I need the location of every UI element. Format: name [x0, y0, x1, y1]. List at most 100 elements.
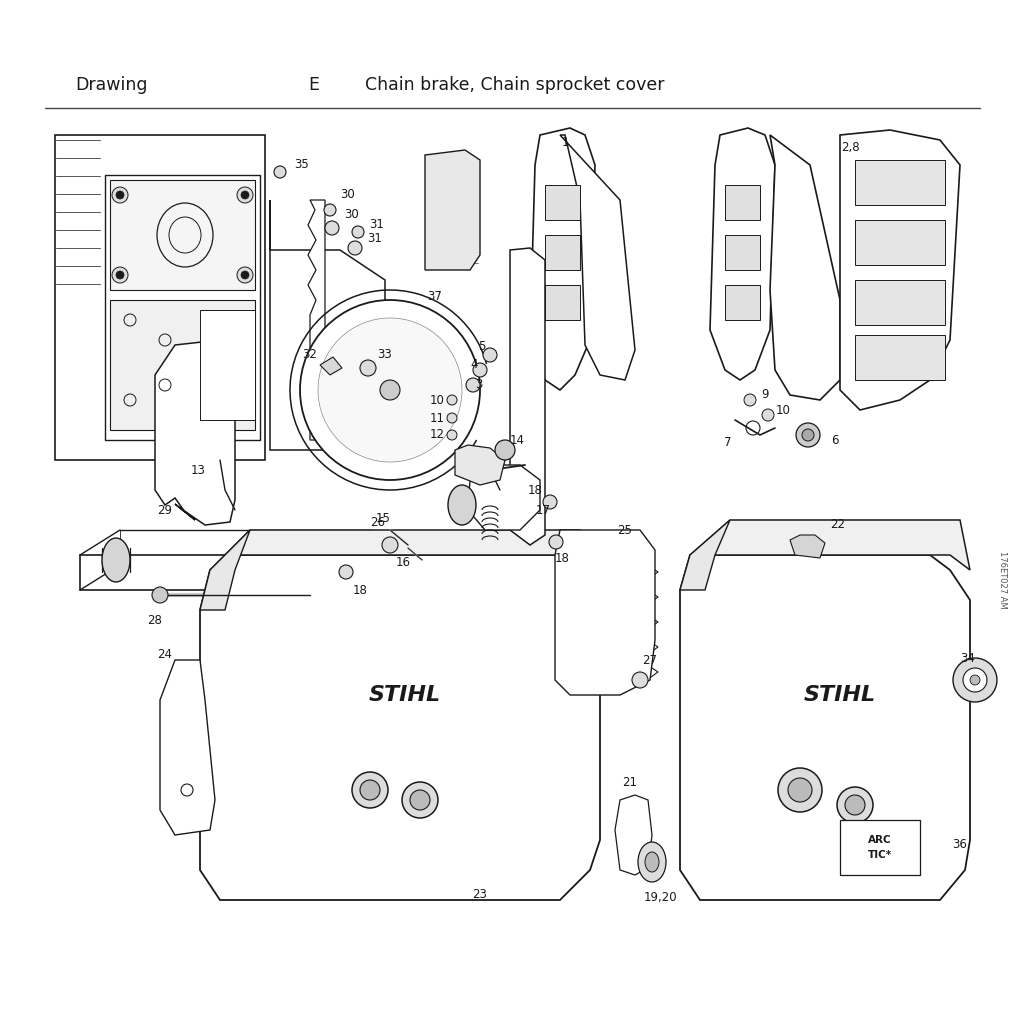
Polygon shape	[855, 280, 945, 325]
Text: 23: 23	[472, 889, 487, 901]
Ellipse shape	[447, 430, 457, 440]
Text: 16: 16	[395, 555, 411, 568]
Polygon shape	[545, 234, 580, 270]
Ellipse shape	[549, 535, 563, 549]
Text: ARC: ARC	[868, 835, 892, 845]
Polygon shape	[680, 520, 730, 590]
Ellipse shape	[447, 413, 457, 423]
Polygon shape	[855, 335, 945, 380]
Text: 10: 10	[775, 403, 791, 417]
Text: 27: 27	[642, 653, 657, 667]
Polygon shape	[840, 130, 961, 410]
Polygon shape	[210, 530, 600, 570]
Polygon shape	[200, 310, 255, 420]
Text: 36: 36	[952, 839, 968, 852]
Polygon shape	[80, 555, 370, 590]
Ellipse shape	[632, 672, 648, 688]
Ellipse shape	[473, 362, 487, 377]
Text: 30: 30	[345, 209, 359, 221]
Polygon shape	[160, 660, 215, 835]
Text: 1: 1	[561, 135, 568, 148]
Ellipse shape	[645, 852, 659, 872]
Polygon shape	[530, 128, 595, 390]
Text: Chain brake, Chain sprocket cover: Chain brake, Chain sprocket cover	[365, 76, 665, 94]
Ellipse shape	[102, 538, 130, 582]
Text: STIHL: STIHL	[369, 685, 441, 705]
Ellipse shape	[638, 842, 666, 882]
Ellipse shape	[324, 204, 336, 216]
Polygon shape	[308, 200, 325, 440]
Text: 3: 3	[475, 379, 482, 391]
Polygon shape	[319, 357, 342, 375]
Polygon shape	[455, 445, 505, 485]
Ellipse shape	[410, 790, 430, 810]
Ellipse shape	[963, 668, 987, 692]
Polygon shape	[200, 530, 250, 610]
Text: 28: 28	[147, 613, 163, 627]
Polygon shape	[690, 520, 970, 570]
Text: 35: 35	[295, 159, 309, 171]
Text: 4: 4	[470, 358, 478, 372]
Ellipse shape	[339, 565, 353, 579]
Text: 32: 32	[302, 348, 317, 361]
Text: 13: 13	[190, 464, 206, 476]
Ellipse shape	[778, 768, 822, 812]
Ellipse shape	[241, 191, 249, 199]
Text: STIHL: STIHL	[804, 685, 877, 705]
Polygon shape	[155, 340, 234, 525]
Text: 6: 6	[831, 433, 839, 446]
Ellipse shape	[112, 187, 128, 203]
Text: 12: 12	[429, 428, 444, 441]
Text: 22: 22	[830, 517, 846, 530]
Ellipse shape	[116, 191, 124, 199]
Ellipse shape	[352, 772, 388, 808]
Text: 14: 14	[510, 433, 524, 446]
Ellipse shape	[447, 395, 457, 406]
Ellipse shape	[325, 221, 339, 234]
Text: 10: 10	[429, 393, 444, 407]
Ellipse shape	[802, 429, 814, 441]
Text: 26: 26	[371, 515, 385, 528]
Ellipse shape	[744, 394, 756, 406]
Polygon shape	[560, 135, 635, 380]
Ellipse shape	[495, 440, 515, 460]
Text: 11: 11	[429, 412, 444, 425]
Ellipse shape	[970, 675, 980, 685]
Ellipse shape	[788, 778, 812, 802]
Text: 34: 34	[961, 651, 976, 665]
Ellipse shape	[380, 380, 400, 400]
Text: 18: 18	[352, 584, 368, 597]
Text: 31: 31	[368, 231, 382, 245]
Polygon shape	[110, 300, 255, 430]
Text: 30: 30	[341, 188, 355, 202]
Text: 9: 9	[761, 388, 769, 401]
Polygon shape	[55, 135, 265, 460]
Text: 25: 25	[617, 523, 633, 537]
Polygon shape	[615, 795, 652, 874]
Ellipse shape	[152, 587, 168, 603]
Polygon shape	[110, 180, 255, 290]
Ellipse shape	[241, 271, 249, 279]
Text: Drawing: Drawing	[75, 76, 147, 94]
Ellipse shape	[318, 318, 462, 462]
Text: 18: 18	[555, 552, 569, 564]
Polygon shape	[468, 465, 540, 530]
Ellipse shape	[348, 241, 362, 255]
Ellipse shape	[796, 423, 820, 447]
Text: 15: 15	[376, 512, 390, 524]
Ellipse shape	[360, 360, 376, 376]
Polygon shape	[105, 175, 260, 440]
Ellipse shape	[382, 537, 398, 553]
Ellipse shape	[543, 495, 557, 509]
Ellipse shape	[116, 271, 124, 279]
Text: 2,8: 2,8	[841, 141, 859, 155]
Ellipse shape	[237, 267, 253, 283]
Polygon shape	[270, 200, 385, 450]
Polygon shape	[725, 185, 760, 220]
Text: 17: 17	[536, 504, 551, 516]
Text: 29: 29	[158, 504, 172, 516]
Ellipse shape	[112, 267, 128, 283]
Polygon shape	[545, 285, 580, 319]
Ellipse shape	[845, 795, 865, 815]
Polygon shape	[555, 530, 655, 695]
